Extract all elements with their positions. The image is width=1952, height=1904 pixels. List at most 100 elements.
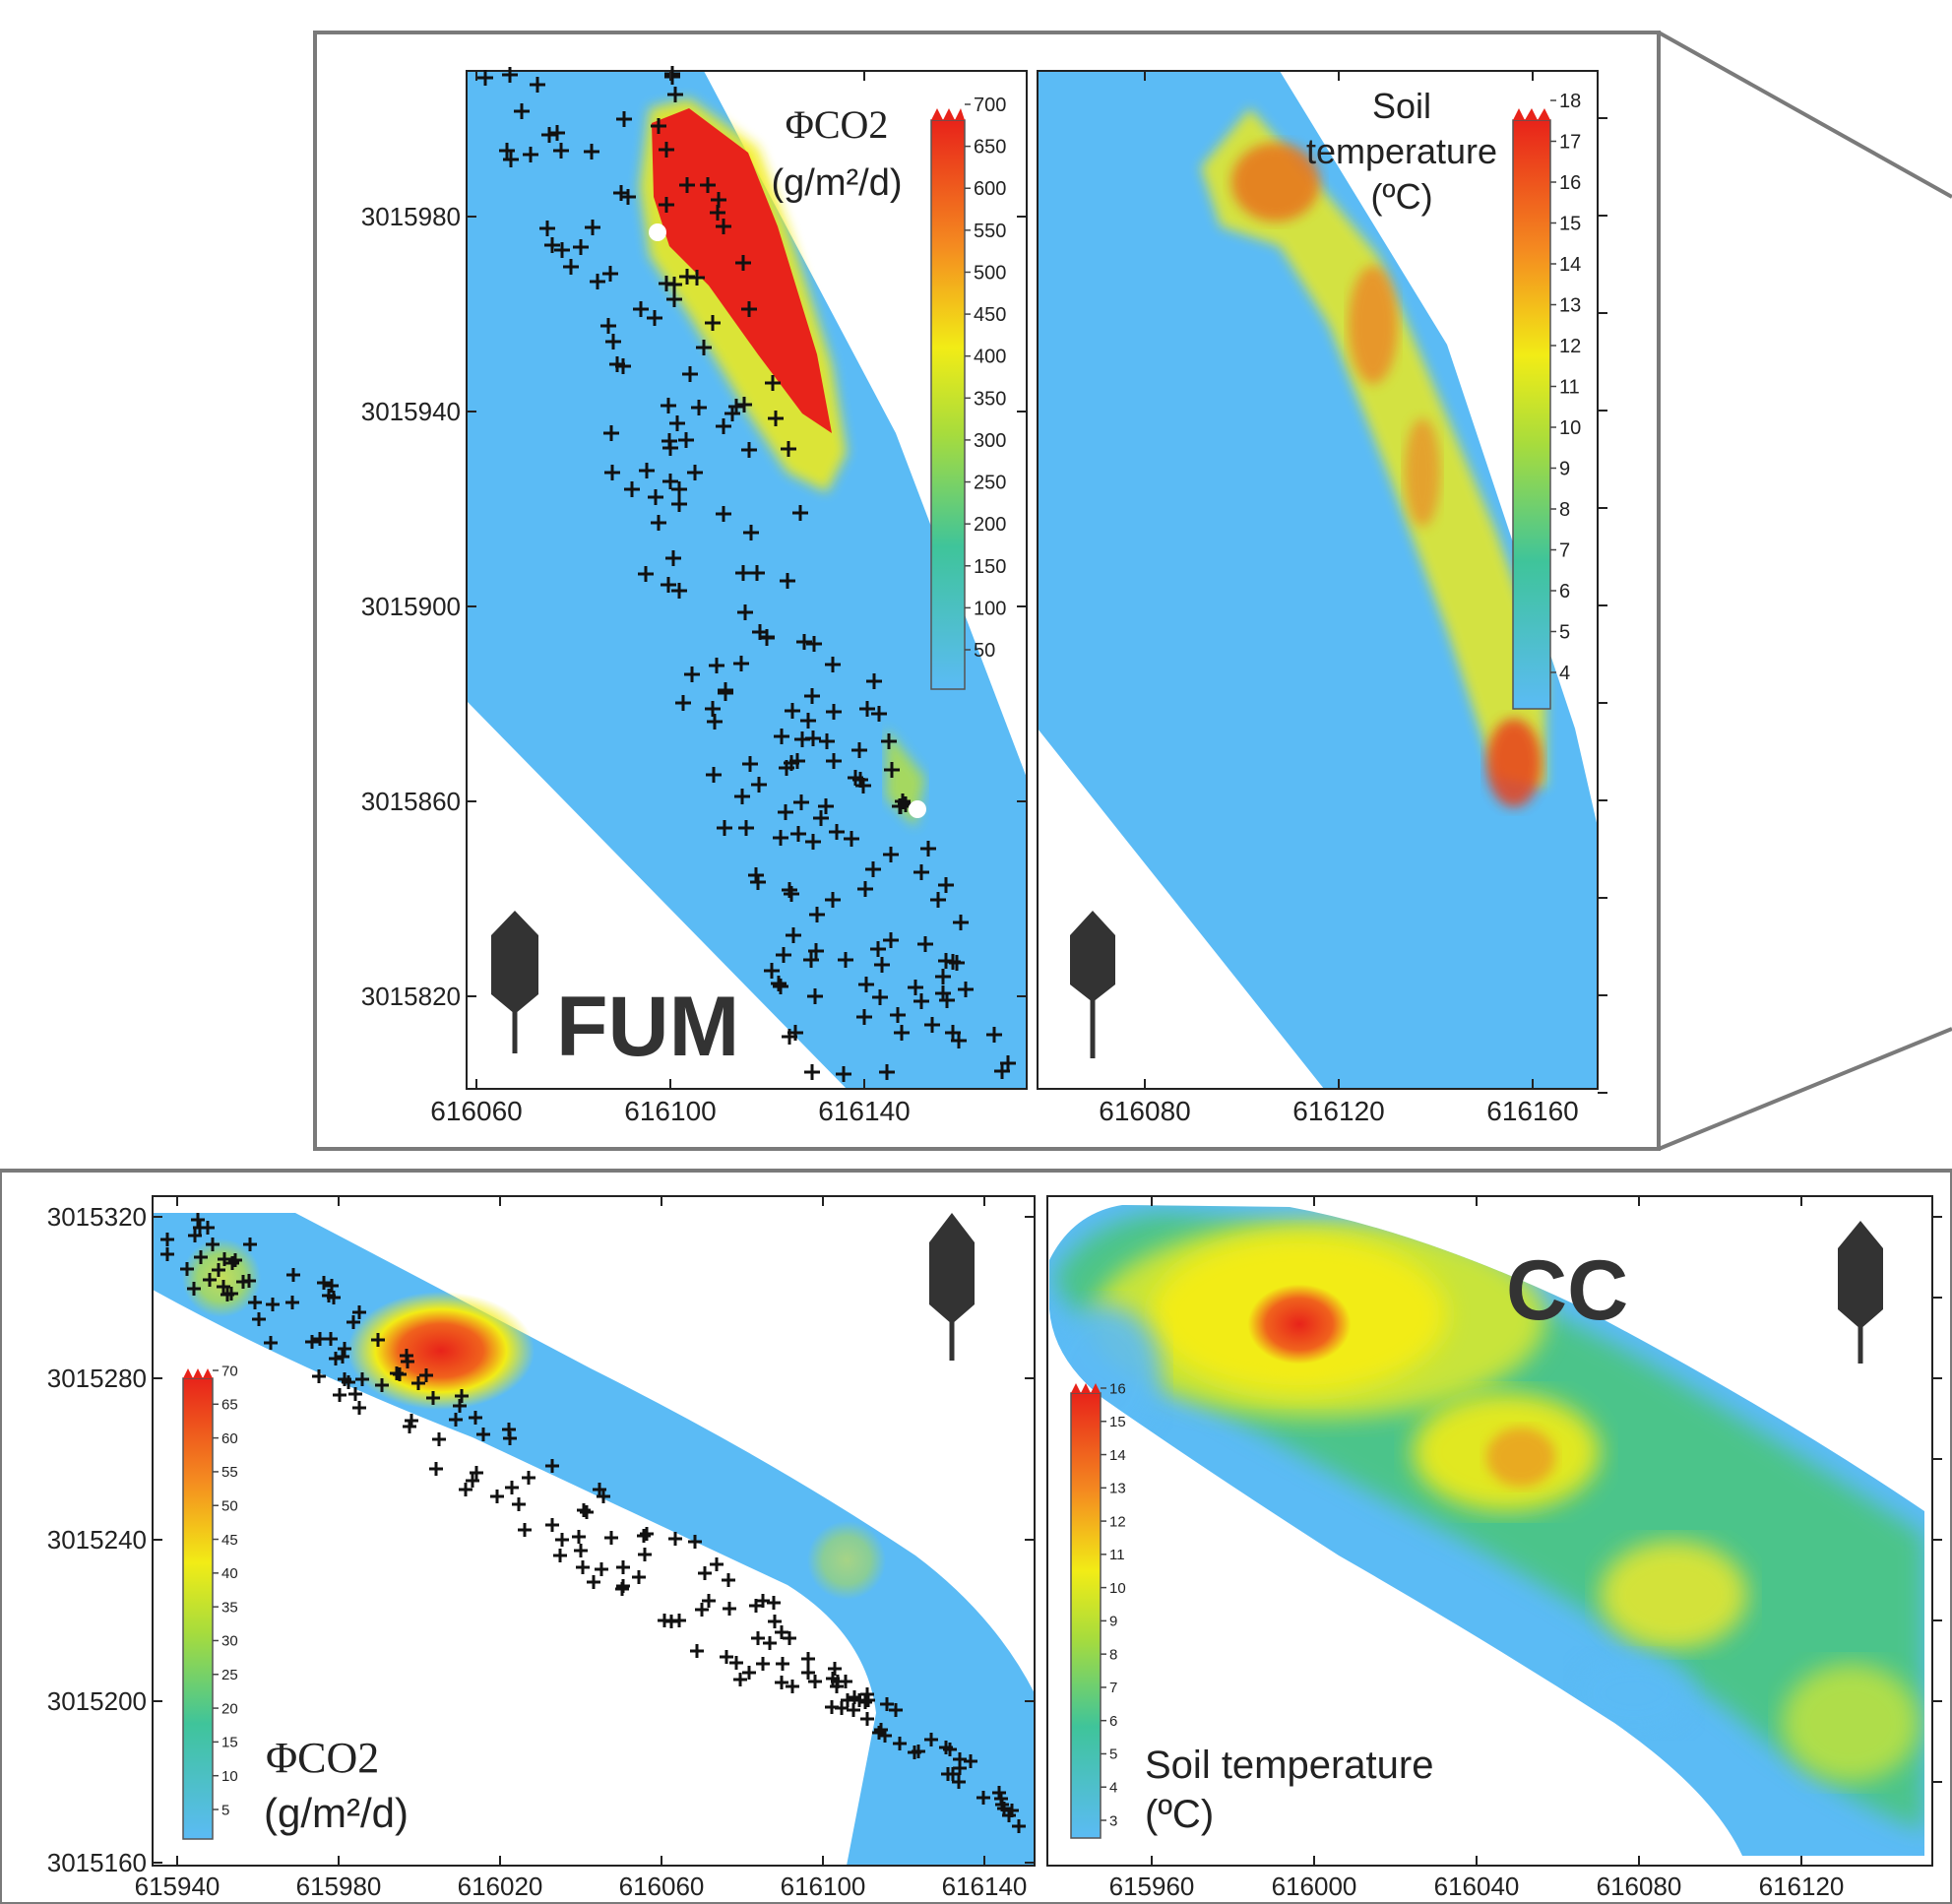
sample-cross (858, 977, 874, 992)
sample-cross (751, 1631, 765, 1645)
sample-cross (920, 841, 936, 857)
sample-cross (825, 1700, 839, 1714)
bottom-right-map: 16 15 14 13 12 11 10 9 8 7 6 5 4 3 Soil temperature (… (1046, 1195, 1942, 1901)
x-tick-label: 616120 (1759, 1872, 1845, 1901)
colorbar-tick-label: 20 (221, 1700, 238, 1717)
sample-cross (338, 1342, 351, 1356)
sample-cross (305, 1335, 319, 1349)
sample-cross (913, 864, 929, 880)
y-tick-label: 3015900 (361, 592, 461, 621)
sample-cross (201, 1221, 215, 1235)
sample-cross (553, 143, 569, 159)
sample-cross (476, 1428, 490, 1441)
sample-cross (779, 760, 794, 776)
x-tick-label: 616160 (1486, 1096, 1578, 1126)
sample-cross (750, 874, 766, 890)
sample-cross (690, 1644, 704, 1658)
sample-cross (640, 1527, 654, 1541)
sample-cross (706, 767, 722, 783)
temperature-anomaly (1226, 1267, 1373, 1381)
sample-cross (722, 1573, 735, 1587)
sample-cross (782, 882, 797, 898)
sample-cross (763, 1636, 777, 1650)
sample-cross (771, 976, 787, 991)
y-tick-label: 3015820 (361, 982, 461, 1011)
sample-cross (924, 1733, 938, 1746)
legend-title-line: Soil (1372, 86, 1431, 126)
sample-cross (756, 1657, 770, 1671)
sample-cross (187, 1282, 201, 1296)
top-panel-frame (313, 31, 1661, 1151)
sample-cross (1000, 1055, 1016, 1071)
sample-cross (741, 442, 757, 458)
sample-cross (220, 1288, 234, 1301)
sample-cross (741, 301, 757, 317)
sample-cross (574, 1544, 588, 1557)
colorbar-tick-label: 15 (1109, 1414, 1126, 1430)
sample-cross (666, 291, 682, 307)
sample-cross (958, 982, 974, 997)
colorbar-tick-label: 30 (221, 1633, 238, 1650)
sample-cross (669, 415, 685, 431)
sample-cross (884, 762, 900, 778)
sample-cross (539, 221, 555, 236)
sample-cross (505, 1481, 519, 1494)
sample-cross (327, 1291, 341, 1304)
sample-cross (597, 1490, 610, 1503)
colorbar-tick-label: 200 (974, 514, 1006, 536)
sample-cross (632, 1570, 646, 1584)
sample-cross (872, 989, 888, 1005)
x-tick-label: 615980 (296, 1872, 382, 1901)
sample-cross (512, 1497, 526, 1511)
colorbar-tick-label: 50 (974, 640, 995, 662)
colorbar-tick-label: 14 (1109, 1447, 1126, 1464)
sample-cross (502, 67, 518, 83)
sample-cross (851, 742, 867, 758)
sample-cross (490, 1490, 504, 1503)
sample-cross (194, 1250, 208, 1264)
sample-cross (518, 1523, 532, 1537)
sample-cross (665, 550, 681, 566)
colorbar-tick-label: 60 (221, 1430, 238, 1447)
colorbar-tick-label: 8 (1559, 499, 1570, 521)
colorbar-tick-label: 450 (974, 304, 1006, 326)
sample-cross (514, 103, 530, 119)
colorbar-tick-label: 600 (974, 178, 1006, 200)
sample-cross (679, 177, 695, 193)
sample-cross (700, 177, 716, 193)
axes: 616080 616120 616160 (1099, 71, 1607, 1126)
colorbar-tick-label: 6 (1559, 581, 1570, 603)
zoom-connector-line (1658, 31, 1952, 199)
sample-cross (499, 143, 515, 159)
sample-cross (678, 432, 694, 448)
sample-cross (661, 398, 676, 413)
sample-cross (935, 969, 951, 984)
sample-cross (736, 397, 752, 413)
colorbar-tick-label: 650 (974, 137, 1006, 159)
sample-cross (651, 118, 666, 134)
sample-cross (212, 1263, 225, 1277)
legend-unit: (ºC) (1145, 1793, 1214, 1836)
colorbar-tick-label: 13 (1109, 1481, 1126, 1497)
sample-cross (411, 1376, 425, 1390)
sample-cross (773, 830, 788, 846)
colorbar-tick-label: 11 (1109, 1547, 1125, 1563)
sample-cross (856, 1009, 872, 1025)
sample-cross (894, 1025, 910, 1041)
sample-cross (844, 831, 859, 847)
site-label-fum: FUM (556, 980, 739, 1074)
sample-cross (355, 1372, 369, 1386)
sample-cross (786, 927, 801, 943)
colorbar-tick-label: 700 (974, 95, 1006, 116)
sample-cross (346, 1315, 360, 1329)
sample-cross (775, 1676, 788, 1689)
sample-cross (613, 185, 629, 201)
colorbar-tick-label: 7 (1559, 540, 1570, 562)
x-tick-label: 615940 (135, 1872, 220, 1901)
sample-cross (924, 1017, 940, 1033)
sample-cross (829, 824, 845, 840)
sample-cross (553, 1549, 567, 1562)
sample-cross (792, 505, 808, 521)
sample-cross (749, 565, 765, 581)
sample-cross (809, 907, 825, 922)
